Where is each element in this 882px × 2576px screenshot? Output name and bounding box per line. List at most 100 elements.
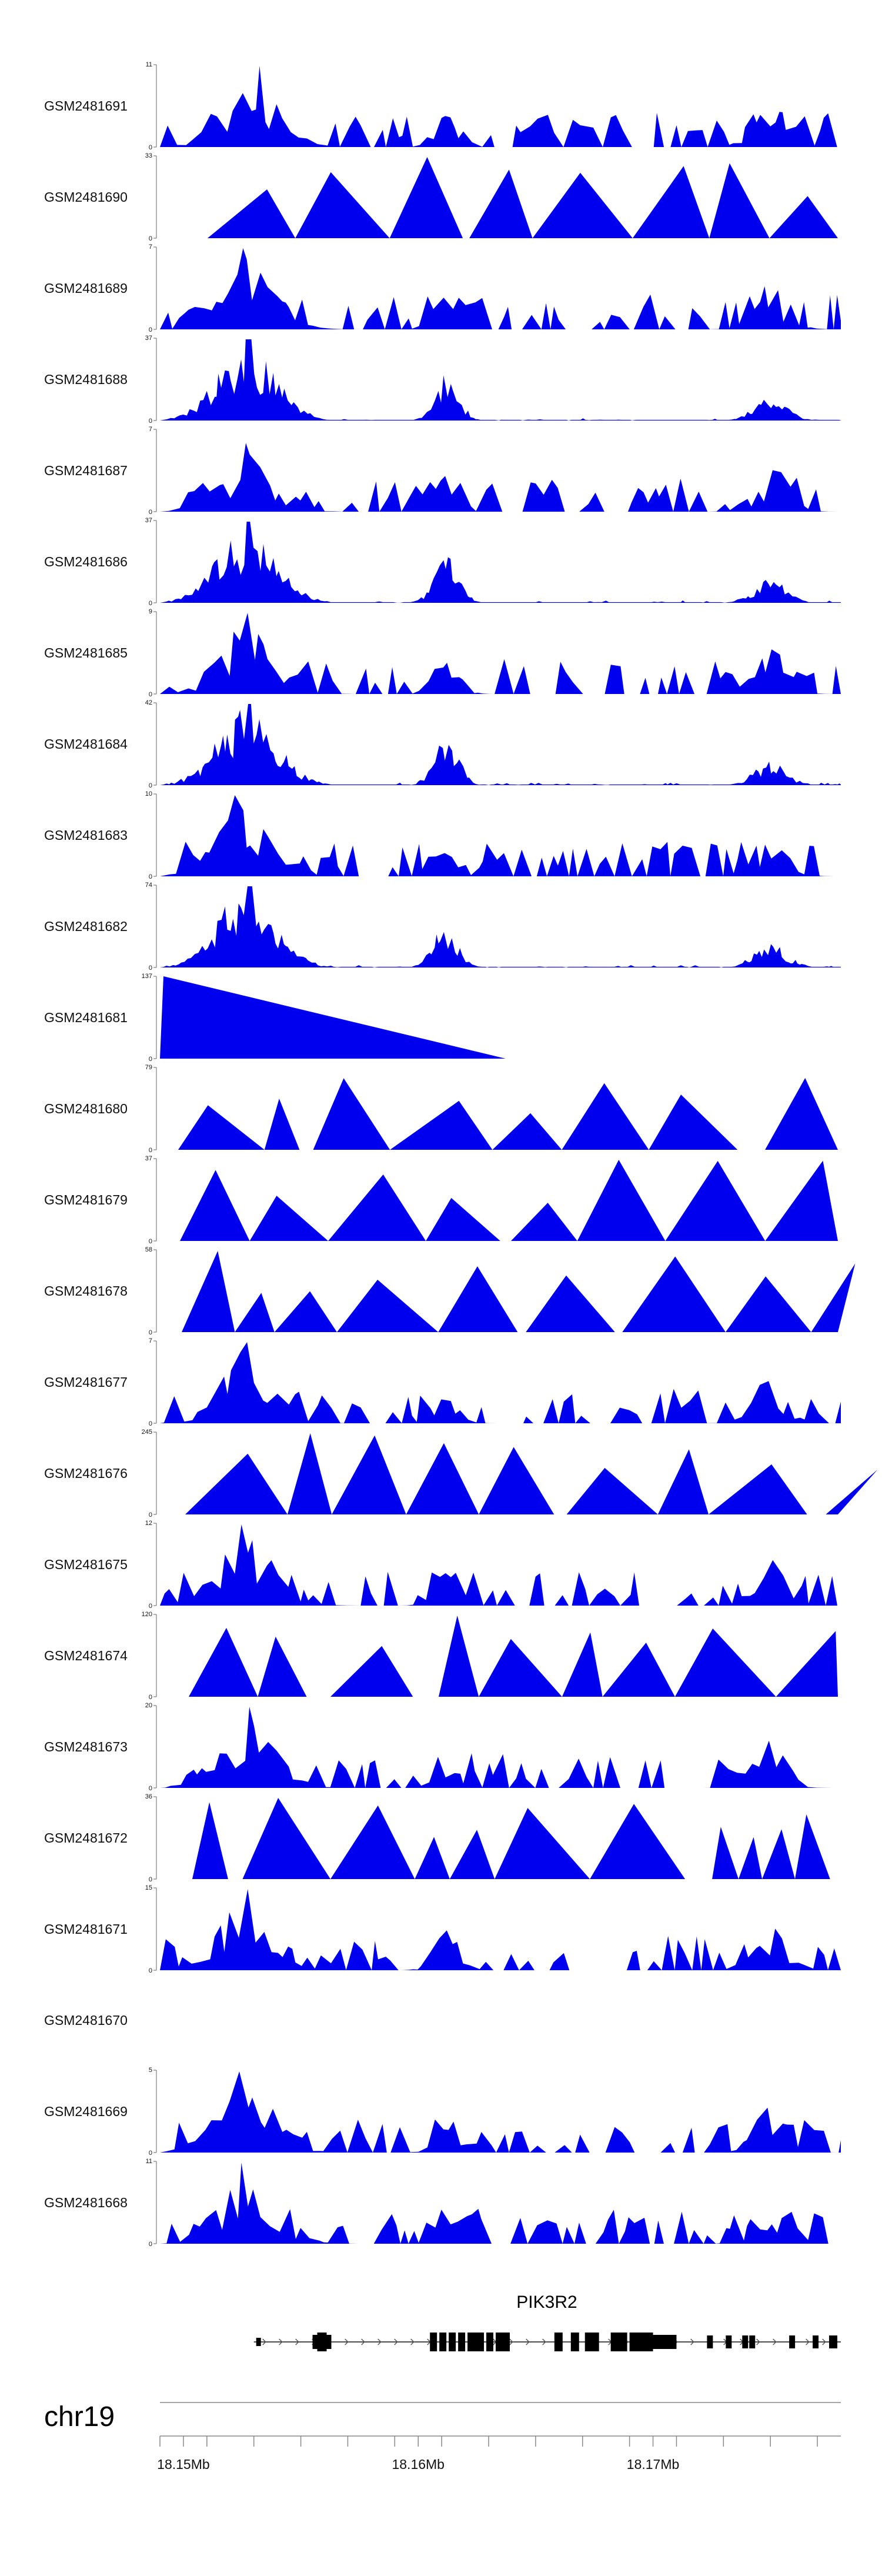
track-GSM2481672: GSM2481672 36 0 [44,1793,830,1883]
track-GSM2481673: GSM2481673 20 0 [44,1702,841,1792]
exon [643,2335,677,2349]
track-GSM2481679: GSM2481679 37 0 [44,1155,838,1245]
exon [449,2333,456,2351]
signal-area [160,704,841,785]
y-max-label: 15 [145,1884,152,1891]
exon [789,2335,796,2348]
exon [610,2333,622,2351]
strand-arrow [509,2338,513,2345]
exon [813,2335,819,2348]
signal-area [160,443,841,512]
exon [458,2333,466,2351]
signal-area [185,1433,878,1514]
y-max-label: 9 [149,608,152,615]
track-label: GSM2481690 [44,189,128,205]
track-label: GSM2481682 [44,919,128,934]
strand-arrow [377,2338,382,2345]
strand-arrow [410,2338,415,2345]
y-min-label: 0 [149,1785,152,1792]
y-min-label: 0 [149,782,152,789]
strand-arrow [806,2338,810,2345]
y-min-label: 0 [149,1056,152,1063]
track-GSM2481674: GSM2481674 120 0 [44,1611,838,1701]
track-GSM2481682: GSM2481682 74 0 [44,882,841,972]
y-min-label: 0 [149,1329,152,1336]
y-min-label: 0 [149,965,152,972]
strand-arrow [756,2338,760,2345]
signal-tracks: GSM2481691110GSM2481690330GSM248168970GS… [44,61,878,2248]
track-label: GSM2481669 [44,2104,128,2119]
track-label: GSM2481687 [44,463,128,478]
track-label: GSM2481678 [44,1283,128,1299]
y-min-label: 0 [149,1694,152,1701]
exon [707,2335,713,2348]
y-min-label: 0 [149,2241,152,2248]
track-label: GSM2481672 [44,1830,128,1846]
signal-area [160,886,841,967]
signal-area [160,2071,841,2153]
signal-area [178,1077,838,1150]
track-GSM2481676: GSM2481676 245 0 [44,1429,878,1519]
y-min-label: 0 [149,1603,152,1610]
y-min-label: 0 [149,326,152,333]
track-label: GSM2481691 [44,98,128,114]
track-GSM2481669: GSM2481669 5 0 [44,2067,841,2157]
exon [554,2333,563,2351]
signal-area [160,522,841,603]
exon [726,2335,732,2348]
y-max-label: 42 [145,699,152,706]
track-label: GSM2481670 [44,2013,128,2028]
y-min-label: 0 [149,1511,152,1519]
strand-arrow [822,2338,826,2345]
strand-arrow [690,2338,694,2345]
track-GSM2481687: GSM2481687 7 0 [44,426,841,516]
y-min-label: 0 [149,873,152,880]
y-min-label: 0 [149,418,152,425]
signal-area [180,1160,838,1241]
y-min-label: 0 [149,2150,152,2157]
y-max-label: 58 [145,1246,152,1253]
signal-area [160,2163,841,2244]
gene-model [253,2333,841,2351]
signal-area [160,1707,841,1788]
track-label: GSM2481674 [44,1648,128,1663]
track-GSM2481671: GSM2481671 15 0 [44,1884,841,1974]
track-GSM2481686: GSM2481686 37 0 [44,517,841,607]
strand-arrow [773,2338,777,2345]
signal-area [160,1342,841,1423]
signal-area [160,339,841,421]
gene-name-label: PIK3R2 [516,2293,577,2312]
y-max-label: 37 [145,1155,152,1162]
exon [502,2333,510,2351]
track-GSM2481684: GSM2481684 42 0 [44,699,841,789]
exon [749,2335,756,2348]
track-GSM2481691: GSM2481691 11 0 [44,61,841,151]
track-label: GSM2481676 [44,1466,128,1481]
exon [256,2338,261,2346]
track-label: GSM2481679 [44,1192,128,1207]
signal-area [160,248,841,329]
y-min-label: 0 [149,509,152,516]
track-GSM2481677: GSM2481677 7 0 [44,1337,841,1427]
y-max-label: 10 [145,790,152,798]
y-max-label: 79 [145,1064,152,1071]
y-max-label: 7 [149,1337,152,1344]
signal-area [182,1251,856,1332]
y-max-label: 7 [149,243,152,251]
y-max-label: 37 [145,335,152,342]
y-max-label: 33 [145,152,152,159]
y-max-label: 74 [145,882,152,889]
y-min-label: 0 [149,691,152,698]
track-GSM2481675: GSM2481675 12 0 [44,1520,841,1610]
signal-area [189,1616,838,1697]
y-max-label: 5 [149,2067,152,2074]
signal-area [192,1798,830,1879]
track-label: GSM2481671 [44,1921,128,1937]
y-max-label: 137 [142,973,152,980]
track-GSM2481688: GSM2481688 37 0 [44,335,841,425]
exon [584,2333,599,2351]
exon [317,2333,327,2351]
exon [477,2333,485,2351]
y-max-label: 11 [146,2158,152,2165]
